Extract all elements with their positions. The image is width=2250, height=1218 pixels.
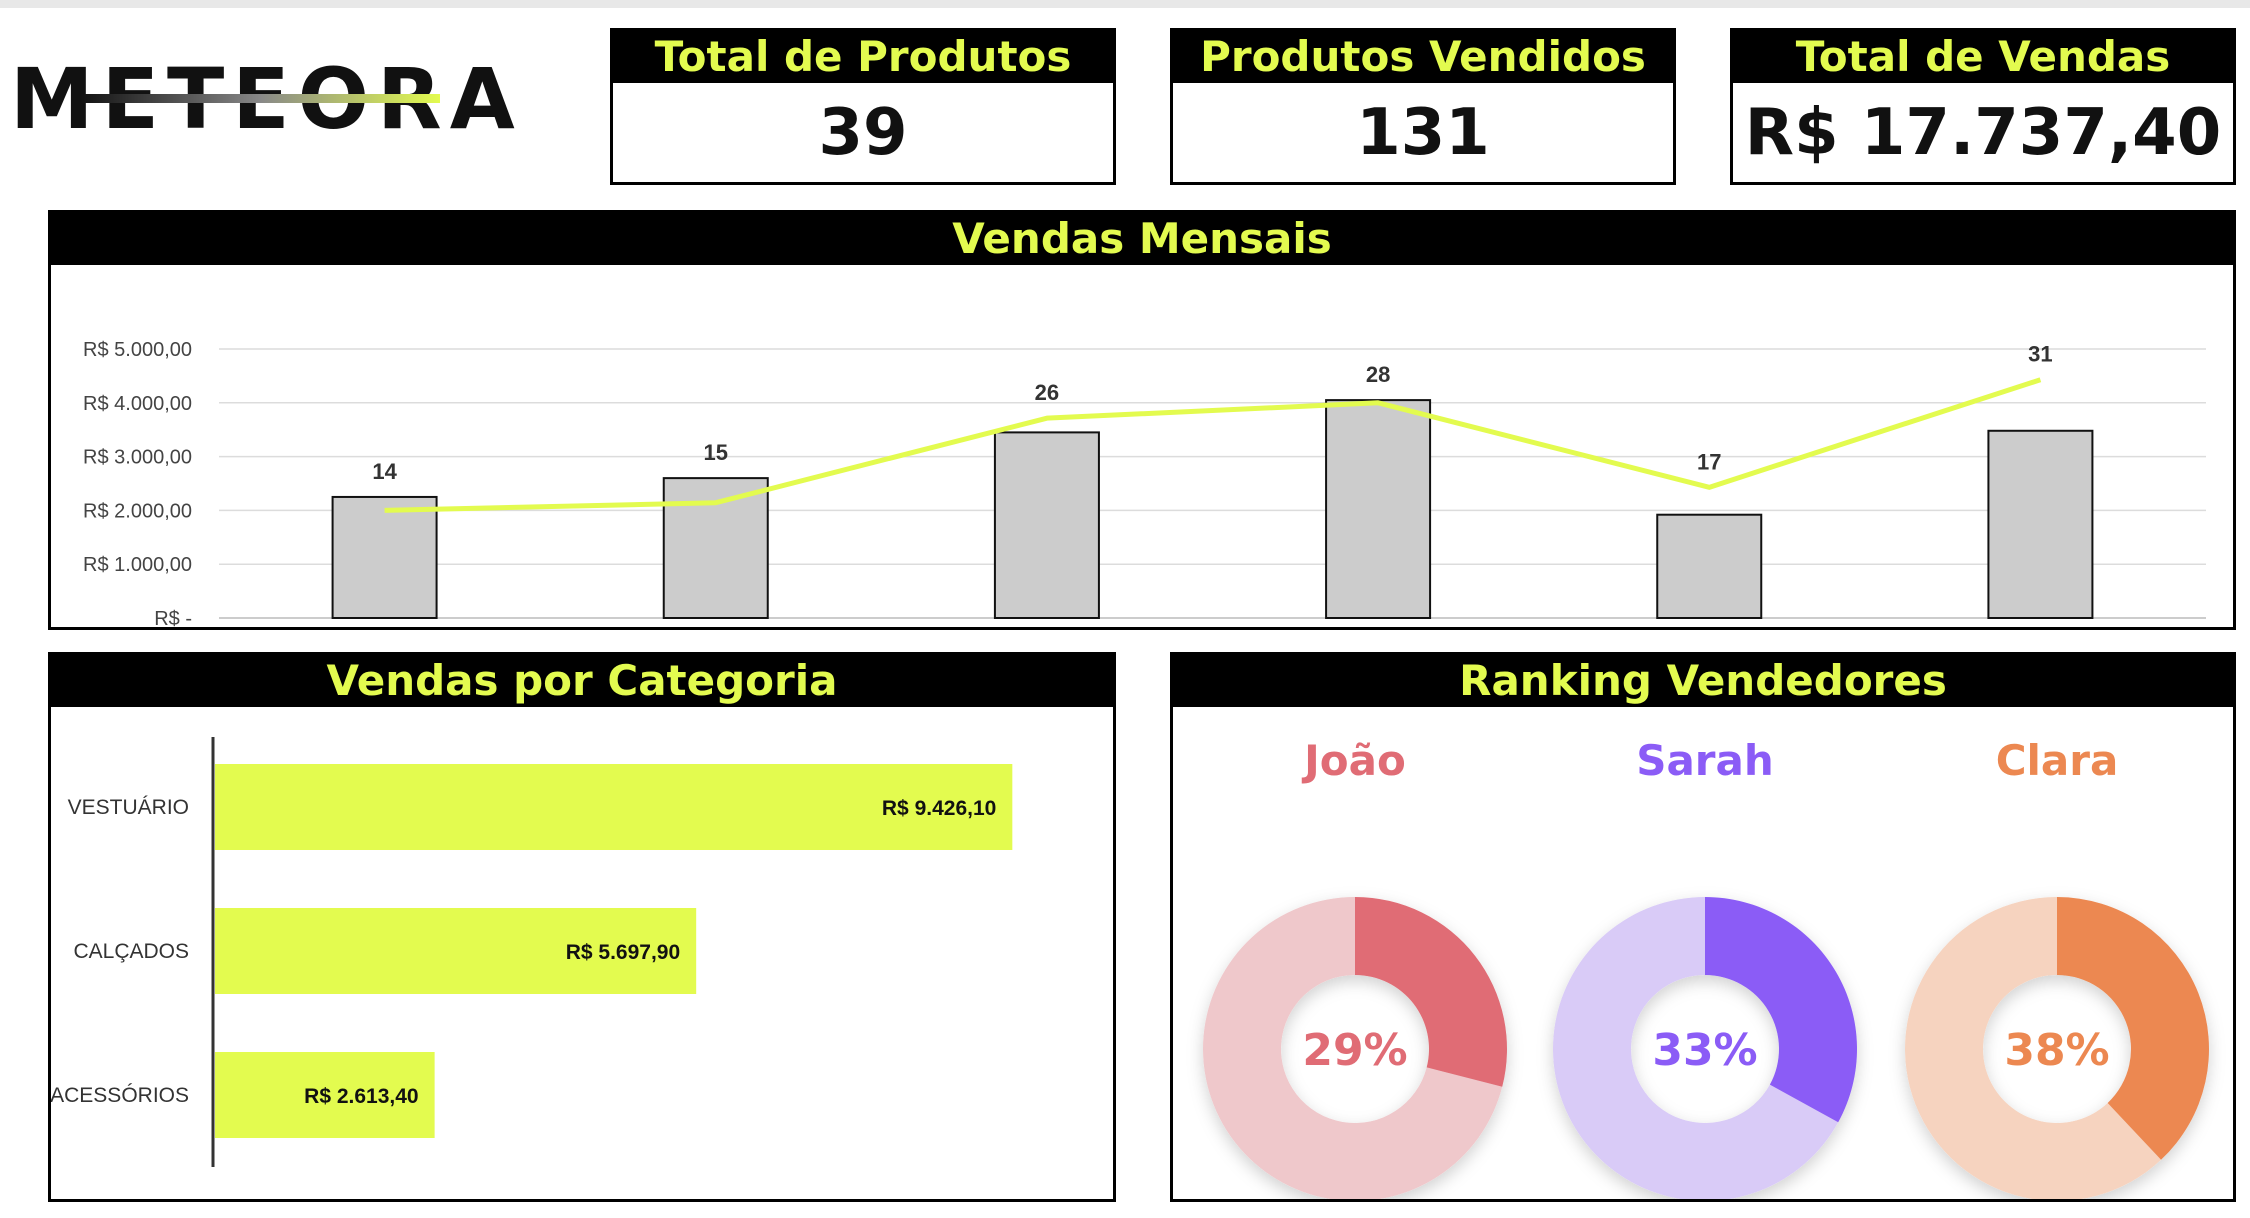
percent-label: 33% (1652, 1025, 1757, 1076)
bar (662, 477, 769, 619)
donut-slice (2057, 897, 2209, 1160)
data-label: R$ 2.613,40 (304, 1085, 418, 1108)
line-series (384, 377, 2042, 513)
kpi-label: Total de Produtos (613, 31, 1113, 83)
top-strip (0, 0, 2250, 8)
y-tick-label: R$ 2.000,00 (83, 500, 192, 522)
data-label: R$ 5.697,90 (566, 941, 680, 964)
kpi-label: Produtos Vendidos (1173, 31, 1673, 83)
data-label: 15 (704, 440, 728, 465)
bar (331, 495, 438, 619)
data-label: 14 (372, 459, 397, 484)
donut-sarah (1553, 897, 1857, 1201)
kpi-total-vendas: Total de Vendas R$ 17.737,40 (1730, 28, 2236, 185)
kpi-produtos-vendidos: Produtos Vendidos 131 (1170, 28, 1676, 185)
bar (215, 908, 697, 994)
bar (1656, 513, 1763, 619)
donut-joão (1203, 897, 1507, 1201)
kpi-value: 39 (818, 96, 908, 170)
donut-slice (1355, 897, 1507, 1087)
monthly-chart: R$ - R$ 1.000,00 R$ 2.000,00 R$ 3.000,00 R$ … (83, 339, 2206, 661)
data-label: 28 (1366, 362, 1390, 387)
kpi-value: R$ 17.737,40 (1744, 96, 2222, 170)
data-label: 17 (1697, 449, 1721, 474)
bar (993, 431, 1100, 619)
kpi-total-produtos: Total de Produtos 39 (610, 28, 1116, 185)
percent-label: 38% (2004, 1025, 2109, 1076)
y-tick-label: R$ 1.000,00 (83, 554, 192, 576)
y-tick-label: R$ 3.000,00 (83, 447, 192, 469)
panel-title: Vendas por Categoria (51, 655, 1113, 707)
meteora-logo: METEORA (10, 50, 515, 148)
bar (1325, 399, 1432, 619)
panel-title: Vendas Mensais (51, 213, 2233, 265)
y-tick-label: R$ - (154, 608, 192, 627)
donut-remainder (1905, 897, 2162, 1201)
donut-slice (1705, 897, 1857, 1123)
y-tick-label: R$ 5.000,00 (83, 339, 192, 361)
seller-name: Sarah (1636, 736, 1774, 785)
kpi-value: 131 (1356, 96, 1490, 170)
category-label: ACESSÓRIOS (51, 1084, 189, 1107)
donut-remainder (1203, 897, 1503, 1201)
seller-name: João (1301, 736, 1406, 785)
category-label: CALÇADOS (73, 940, 189, 963)
percent-label: 29% (1302, 1025, 1407, 1076)
bar (1987, 429, 2094, 619)
data-label: R$ 9.426,10 (882, 797, 996, 820)
data-label: 26 (1035, 380, 1059, 405)
ranking-chart: João 29% Sarah 33% Clara 38% (1203, 736, 2209, 1201)
panel-vendas-categoria: Vendas por Categoria VESTUÁRIO R$ 9.426,1… (48, 652, 1116, 1202)
panel-ranking-vendedores: Ranking Vendedores João 29% Sarah 33% Clara 3… (1170, 652, 2236, 1202)
data-label: 31 (2028, 342, 2052, 367)
category-label: VESTUÁRIO (68, 796, 189, 819)
donut-remainder (1553, 897, 1839, 1201)
bar (215, 1052, 435, 1138)
category-chart: VESTUÁRIO R$ 9.426,10 CALÇADOS R$ 5.697,90 A… (50, 737, 1013, 1167)
panel-vendas-mensais: Vendas Mensais R$ - R$ 1.000,00 R$ 2.000,0… (48, 210, 2236, 661)
y-tick-label: R$ 4.000,00 (83, 393, 192, 415)
bar (215, 764, 1013, 850)
seller-name: Clara (1996, 736, 2119, 785)
logo-swoosh (80, 94, 440, 103)
panel-title: Ranking Vendedores (1173, 655, 2233, 707)
donut-clara (1905, 897, 2209, 1201)
kpi-label: Total de Vendas (1733, 31, 2233, 83)
